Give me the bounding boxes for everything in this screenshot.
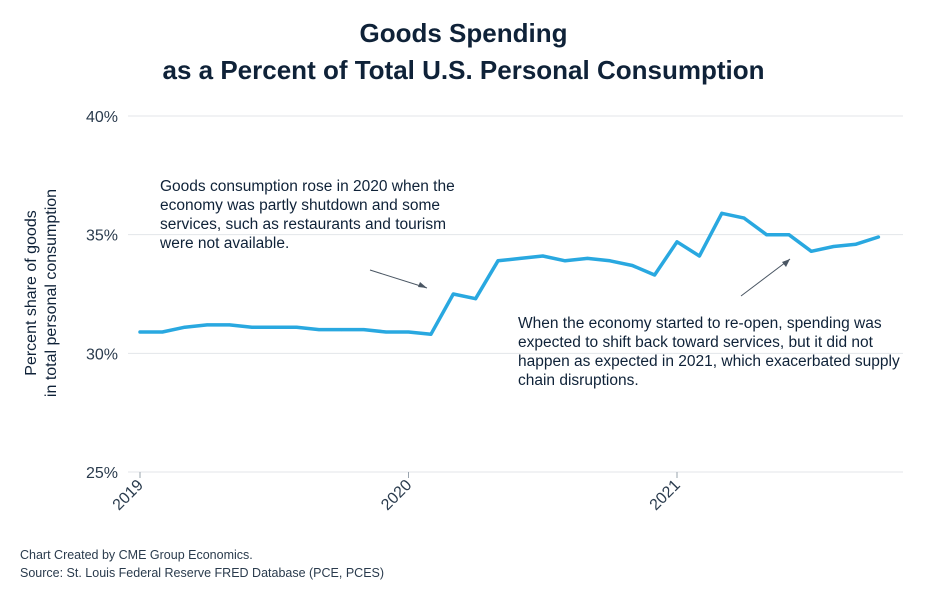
data-point bbox=[228, 323, 231, 327]
grid-lines bbox=[128, 115, 903, 473]
data-point bbox=[876, 235, 880, 239]
series-group bbox=[138, 211, 881, 337]
data-point bbox=[429, 332, 433, 336]
data-point bbox=[138, 330, 142, 334]
annotation-arrowhead-2 bbox=[782, 259, 790, 267]
data-point bbox=[765, 233, 768, 237]
data-point bbox=[384, 330, 388, 334]
data-point bbox=[697, 254, 701, 258]
data-point bbox=[675, 240, 679, 244]
data-point bbox=[160, 330, 164, 334]
annotation-arrow-1 bbox=[369, 269, 428, 289]
data-point bbox=[630, 264, 634, 268]
data-point bbox=[854, 242, 858, 246]
data-point bbox=[809, 249, 813, 253]
y-axis-label-line2: in total personal consumption bbox=[43, 189, 60, 397]
x-tick-label: 2021 bbox=[647, 477, 684, 514]
y-tick-label: 25% bbox=[86, 465, 118, 482]
data-point bbox=[832, 245, 836, 249]
data-point bbox=[183, 325, 187, 329]
data-point bbox=[339, 328, 343, 332]
chart-title-line2: as a Percent of Total U.S. Personal Cons… bbox=[162, 55, 765, 85]
data-point bbox=[317, 328, 321, 332]
y-axis-label-line1: Percent share of goods bbox=[23, 210, 40, 375]
data-point bbox=[272, 325, 276, 329]
data-point bbox=[250, 325, 254, 329]
x-tick-label: 2019 bbox=[110, 477, 147, 514]
footer-credit: Chart Created by CME Group Economics. bbox=[20, 548, 253, 562]
series-line-goods-share bbox=[138, 211, 881, 337]
chart-title-line1: Goods Spending bbox=[359, 18, 568, 48]
y-tick-label: 35% bbox=[86, 228, 118, 245]
annotation-arrow-2 bbox=[740, 258, 791, 297]
data-point bbox=[496, 259, 500, 263]
y-tick-labels: 25% 30% 35% 40% bbox=[86, 109, 118, 482]
data-point bbox=[787, 233, 791, 237]
data-point bbox=[742, 216, 746, 220]
data-point bbox=[362, 328, 366, 332]
y-tick-label: 30% bbox=[86, 346, 118, 363]
x-tick-label: 2020 bbox=[378, 477, 415, 514]
annotation-goods-rose: Goods consumption rose in 2020 when the … bbox=[160, 178, 455, 252]
annotation-arrowhead-1 bbox=[418, 282, 427, 288]
data-point bbox=[720, 211, 724, 215]
x-tick-labels: 2019 2020 2021 bbox=[110, 472, 684, 514]
footer-source: Source: St. Louis Federal Reserve FRED D… bbox=[20, 566, 385, 580]
data-point bbox=[541, 254, 545, 258]
data-point bbox=[518, 256, 522, 260]
data-point bbox=[653, 273, 657, 277]
data-point bbox=[563, 259, 567, 263]
data-point bbox=[407, 330, 410, 334]
annotation-reopen: When the economy started to re-open, spe… bbox=[518, 315, 900, 389]
data-point bbox=[295, 325, 299, 329]
annotation-arrows bbox=[369, 258, 791, 297]
data-point bbox=[474, 297, 478, 301]
data-point bbox=[205, 323, 209, 327]
data-point bbox=[586, 256, 589, 260]
y-tick-label: 40% bbox=[86, 109, 118, 126]
data-point bbox=[451, 292, 455, 296]
data-point bbox=[608, 259, 612, 263]
